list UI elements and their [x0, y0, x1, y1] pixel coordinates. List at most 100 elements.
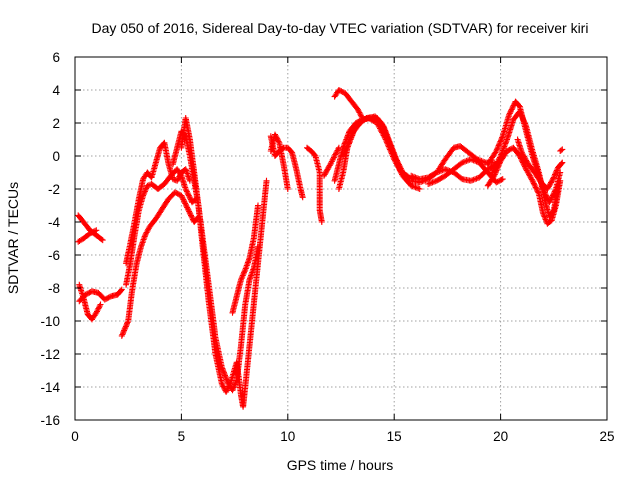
data-point — [531, 181, 538, 188]
data-point — [105, 294, 112, 301]
data-point — [179, 193, 185, 200]
data-point — [177, 172, 183, 179]
data-point — [183, 188, 190, 195]
data-point — [374, 120, 381, 126]
data-point — [90, 228, 97, 235]
data-point — [350, 128, 357, 135]
series-track-4 — [76, 286, 125, 305]
data-point — [494, 166, 501, 173]
series-track-5 — [118, 189, 202, 339]
x-tick-label: 20 — [493, 429, 508, 444]
data-point — [408, 172, 415, 179]
data-point — [93, 309, 100, 316]
data-point — [225, 383, 232, 390]
data-point — [415, 185, 422, 192]
data-point — [351, 125, 358, 132]
data-point — [178, 192, 185, 199]
data-point — [530, 180, 537, 187]
data-point — [375, 122, 382, 129]
data-point — [185, 191, 192, 198]
series-track-26 — [557, 146, 566, 154]
data-point — [533, 185, 540, 192]
data-point — [559, 146, 566, 153]
data-point — [184, 190, 191, 196]
data-point — [223, 387, 230, 394]
data-point — [442, 166, 449, 173]
data-point — [521, 119, 528, 126]
data-point — [263, 177, 270, 184]
data-point — [527, 173, 534, 180]
y-tick-label: -12 — [40, 347, 60, 362]
data-point — [140, 236, 147, 243]
y-tick-label: 6 — [52, 50, 60, 65]
data-point — [383, 139, 390, 146]
data-point — [386, 146, 393, 153]
data-point — [220, 383, 227, 390]
data-point — [326, 162, 333, 169]
series-track-7 — [123, 139, 193, 267]
data-point — [321, 172, 327, 179]
data-point — [411, 183, 418, 190]
data-point — [273, 134, 280, 141]
data-point — [99, 237, 106, 244]
data-point — [377, 125, 383, 132]
data-point — [534, 188, 541, 195]
data-point — [188, 212, 194, 219]
data-point — [240, 271, 247, 278]
data-point — [550, 175, 557, 182]
data-point — [124, 320, 130, 327]
data-point — [492, 170, 499, 177]
data-point — [559, 159, 566, 166]
data-point — [385, 143, 392, 150]
data-point — [458, 160, 465, 167]
data-point — [94, 307, 101, 313]
data-point — [553, 168, 560, 175]
data-point — [176, 173, 183, 180]
data-point — [180, 196, 187, 203]
data-point — [495, 163, 502, 170]
data-point — [535, 189, 542, 196]
data-point — [521, 154, 528, 161]
data-point — [387, 147, 394, 154]
data-point — [392, 159, 399, 165]
data-point — [172, 189, 178, 196]
data-point — [185, 192, 192, 199]
data-point — [438, 167, 444, 174]
data-point — [435, 169, 442, 175]
data-point — [396, 165, 403, 172]
y-tick-label: -4 — [48, 215, 60, 230]
data-point — [224, 386, 231, 393]
data-point — [509, 105, 516, 112]
data-point — [497, 138, 504, 145]
series-track-18 — [340, 115, 423, 192]
data-point — [390, 153, 396, 160]
data-point — [341, 148, 348, 155]
data-point — [379, 131, 386, 137]
data-point — [186, 209, 193, 216]
data-point — [517, 109, 524, 116]
data-point — [247, 275, 253, 282]
data-point — [557, 177, 564, 184]
data-point — [508, 106, 515, 113]
data-point — [331, 153, 338, 159]
data-point — [175, 191, 182, 198]
data-point — [508, 107, 514, 114]
data-point — [174, 176, 181, 183]
data-point — [522, 156, 529, 163]
data-point — [225, 384, 232, 391]
data-point — [388, 149, 395, 156]
y-tick-label: -16 — [40, 413, 60, 428]
data-point — [329, 157, 336, 164]
data-point — [345, 139, 352, 146]
data-point — [382, 135, 388, 142]
data-point — [494, 164, 501, 171]
data-point — [188, 213, 195, 220]
data-point — [328, 159, 335, 166]
data-point — [96, 302, 103, 309]
data-point — [349, 129, 356, 136]
data-point — [494, 178, 501, 185]
data-point — [343, 144, 350, 151]
data-point — [519, 113, 526, 120]
data-point — [493, 146, 500, 153]
